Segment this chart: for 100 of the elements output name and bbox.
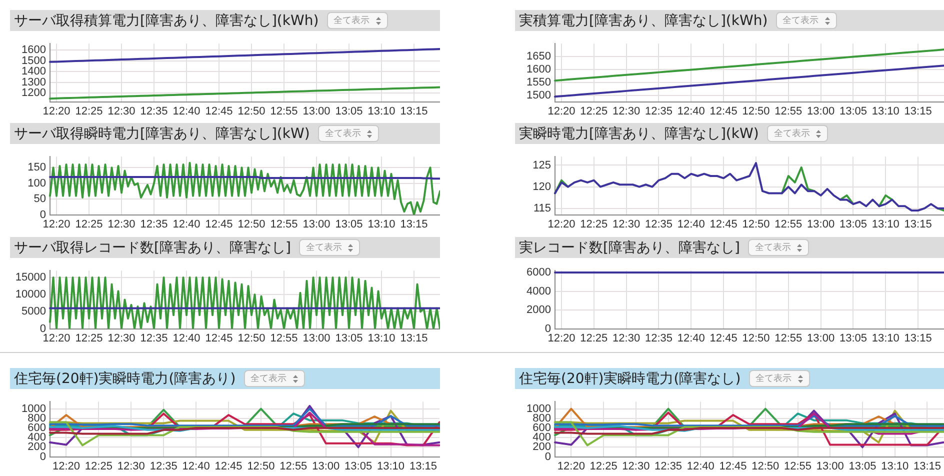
y-tick-label: 400 (28, 432, 46, 444)
x-tick-label: 12:30 (108, 218, 136, 230)
x-tick-label: 12:25 (75, 332, 103, 344)
x-tick-label: 12:50 (238, 218, 266, 230)
x-tick-label: 13:00 (807, 332, 835, 344)
y-tick-label: 120 (532, 180, 551, 193)
chart-title: サーバ取得レコード数[障害あり、障害なし] (14, 238, 291, 256)
x-tick-label: 12:50 (742, 218, 770, 230)
y-tick-label: 5000 (22, 306, 46, 318)
x-tick-label: 13:05 (848, 460, 876, 472)
x-tick-label: 13:15 (904, 105, 932, 118)
x-tick-label: 12:35 (644, 218, 672, 230)
x-tick-label: 12:55 (270, 332, 298, 344)
y-tick-label: 800 (532, 412, 551, 424)
x-tick-label: 13:05 (344, 460, 372, 472)
y-tick-label: 1650 (526, 50, 551, 63)
x-tick-label: 13:10 (881, 460, 909, 472)
x-tick-label: 12:55 (774, 105, 802, 118)
dropdown: 全て表示 (748, 239, 809, 256)
x-tick-label: 12:35 (644, 332, 672, 344)
y-tick-label: 1000 (22, 402, 46, 415)
chart-title: 実レコード数[障害あり、障害なし] (519, 238, 740, 256)
x-tick-label: 13:15 (904, 218, 932, 230)
x-tick-label: 12:20 (42, 218, 70, 230)
x-tick-label: 12:50 (752, 460, 780, 472)
x-tick-label: 13:15 (904, 332, 932, 344)
y-tick-label: 100 (28, 177, 46, 190)
dropdown: 全て表示 (318, 125, 379, 142)
x-tick-label: 12:50 (742, 105, 770, 118)
x-tick-label: 13:10 (872, 218, 900, 230)
x-tick-label: 12:20 (557, 460, 585, 472)
x-tick-label: 12:20 (42, 332, 70, 344)
dropdown: 全て表示 (748, 370, 810, 387)
x-tick-label: 13:10 (368, 332, 396, 344)
y-tick-label: 10000 (15, 288, 46, 301)
y-tick-label: 50 (34, 193, 46, 206)
y-tick-label: 800 (28, 412, 46, 424)
x-tick-label: 12:45 (214, 460, 242, 472)
x-tick-label: 13:15 (400, 332, 428, 344)
chart-title: 実瞬時電力[障害あり、障害なし](kW) (519, 124, 759, 142)
x-tick-label: 12:25 (580, 105, 608, 118)
x-tick-label: 12:25 (580, 332, 608, 344)
x-tick-label: 12:40 (172, 332, 200, 344)
x-tick-label: 12:50 (238, 332, 266, 344)
chart-title: サーバ取得瞬時電力[障害あり、障害なし](kW) (14, 124, 310, 142)
x-tick-label: 12:45 (710, 332, 738, 344)
x-tick-label: 13:10 (377, 460, 405, 472)
y-tick-label: 150 (28, 162, 46, 174)
y-tick-label: 0 (544, 450, 551, 463)
chart-title: 実積算電力[障害あり、障害なし](kWh) (519, 12, 768, 30)
y-tick-label: 200 (28, 441, 46, 454)
x-tick-label: 13:15 (400, 105, 428, 118)
x-tick-label: 13:00 (312, 460, 340, 472)
y-tick-label: 1600 (526, 64, 551, 76)
y-tick-label: 1000 (526, 402, 551, 415)
x-tick-label: 13:00 (807, 105, 835, 118)
y-tick-label: 1400 (22, 66, 46, 78)
dropdown: 全て表示 (298, 239, 360, 256)
y-tick-label: 6000 (526, 266, 551, 279)
x-tick-label: 12:30 (612, 332, 640, 344)
x-tick-label: 12:55 (270, 105, 298, 118)
y-tick-label: 0 (40, 322, 46, 335)
x-tick-label: 13:05 (335, 218, 363, 230)
x-tick-label: 12:25 (75, 218, 103, 230)
x-tick-label: 12:35 (140, 105, 168, 118)
y-tick-label: 2000 (526, 304, 551, 316)
x-tick-label: 13:00 (302, 218, 330, 230)
y-tick-label: 15000 (15, 271, 46, 284)
x-tick-label: 13:05 (839, 105, 867, 118)
x-tick-label: 13:05 (335, 332, 363, 344)
x-tick-label: 13:00 (807, 218, 835, 230)
x-tick-label: 12:45 (719, 460, 747, 472)
dropdown: 全て表示 (244, 370, 305, 387)
y-tick-label: 1600 (22, 44, 46, 56)
chart-title: 住宅毎(20軒)実瞬時電力(障害あり) (14, 370, 236, 388)
chart-title: サーバ取得積算電力[障害あり、障害なし](kWh) (14, 12, 319, 30)
x-tick-label: 12:45 (710, 105, 738, 118)
y-tick-label: 125 (532, 159, 551, 172)
x-tick-label: 12:20 (548, 105, 576, 118)
x-tick-label: 12:40 (172, 218, 200, 230)
x-tick-label: 12:30 (612, 218, 640, 230)
x-tick-label: 12:55 (270, 218, 298, 230)
x-tick-label: 12:30 (108, 105, 136, 118)
y-tick-label: 1500 (526, 89, 551, 102)
x-tick-label: 12:25 (84, 460, 112, 472)
x-tick-label: 13:15 (913, 460, 941, 472)
x-tick-label: 12:55 (280, 460, 308, 472)
x-tick-label: 12:40 (677, 105, 705, 118)
x-tick-label: 12:30 (117, 460, 145, 472)
x-tick-label: 12:40 (686, 460, 714, 472)
x-tick-label: 12:25 (590, 460, 618, 472)
x-tick-label: 12:45 (205, 218, 233, 230)
x-tick-label: 13:10 (872, 332, 900, 344)
x-tick-label: 12:50 (742, 332, 770, 344)
y-tick-label: 4000 (526, 285, 551, 298)
x-tick-label: 13:10 (368, 218, 396, 230)
x-tick-label: 13:05 (335, 105, 363, 118)
x-tick-label: 12:35 (140, 218, 168, 230)
x-tick-label: 13:00 (302, 105, 330, 118)
x-tick-label: 12:35 (654, 460, 682, 472)
